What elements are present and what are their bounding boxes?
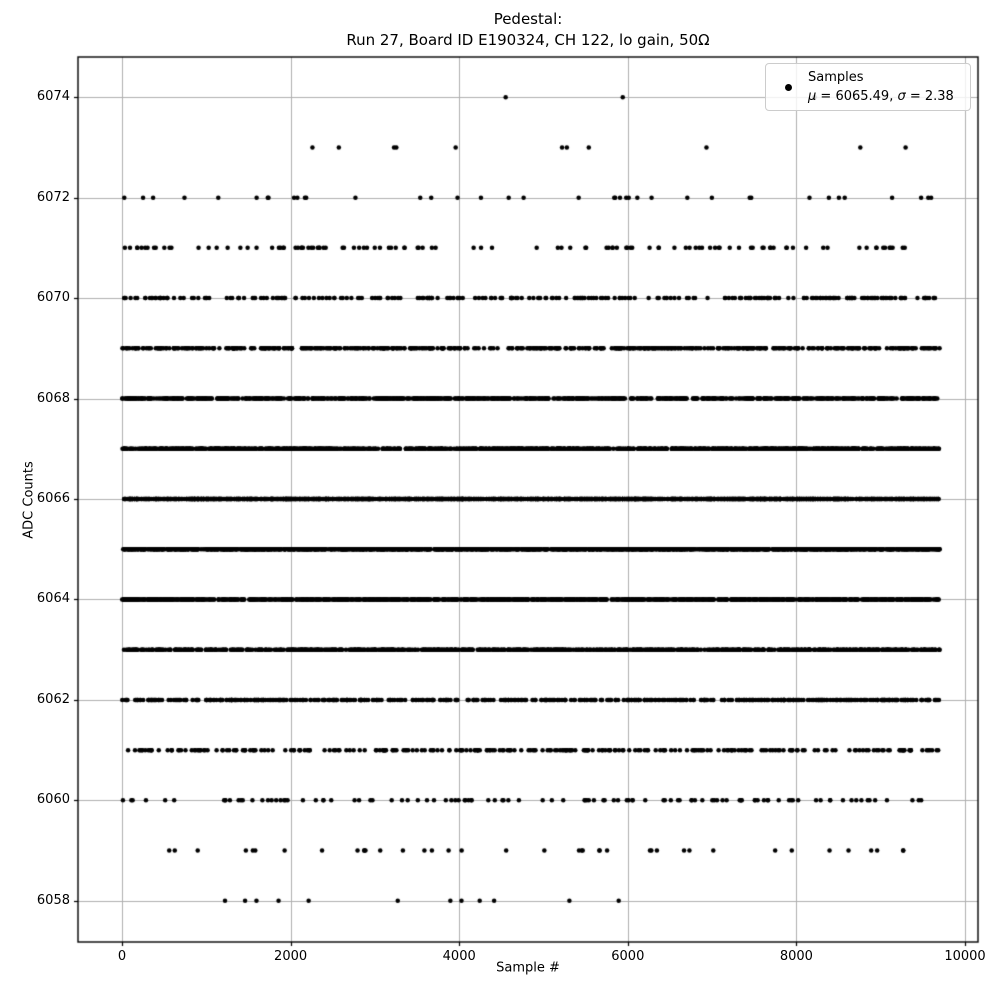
x-tick-label: 2000	[274, 949, 308, 964]
chart-title-line2: Run 27, Board ID E190324, CH 122, lo gai…	[346, 30, 710, 49]
y-tick-label: 6060	[36, 792, 70, 808]
legend-sample-marker-icon	[785, 83, 792, 91]
x-tick-label: 4000	[442, 949, 476, 964]
chart-title: Pedestal: Run 27, Board ID E190324, CH 1…	[346, 9, 709, 50]
x-axis-label: Sample #	[496, 960, 560, 976]
y-tick-label: 6068	[36, 390, 70, 406]
legend-mu-value: = 6065.49,	[816, 89, 898, 104]
y-tick-label: 6072	[36, 189, 70, 205]
legend-label-samples: Samples	[808, 69, 864, 85]
legend-text: Samples μ = 6065.49, σ = 2.38	[808, 68, 954, 107]
y-tick-label: 6058	[36, 892, 70, 908]
y-tick-label: 6074	[36, 89, 70, 105]
x-tick-label: 0	[117, 949, 127, 964]
y-tick-label: 6070	[36, 290, 70, 306]
y-tick-label: 6062	[36, 691, 70, 707]
x-tick-label: 8000	[779, 949, 813, 964]
legend-sigma-value: = 2.38	[905, 89, 954, 104]
y-tick-label: 6066	[36, 490, 70, 506]
x-tick-label: 10000	[944, 949, 986, 964]
y-tick-label: 6064	[36, 591, 70, 607]
legend-sigma-symbol: σ	[897, 89, 906, 104]
legend-box: Samples μ = 6065.49, σ = 2.38	[765, 63, 971, 111]
legend-stats: μ = 6065.49, σ = 2.38	[808, 87, 954, 107]
x-tick-label: 6000	[611, 949, 645, 964]
chart-title-line1: Pedestal:	[493, 10, 563, 28]
legend-mu-symbol: μ	[808, 89, 817, 104]
